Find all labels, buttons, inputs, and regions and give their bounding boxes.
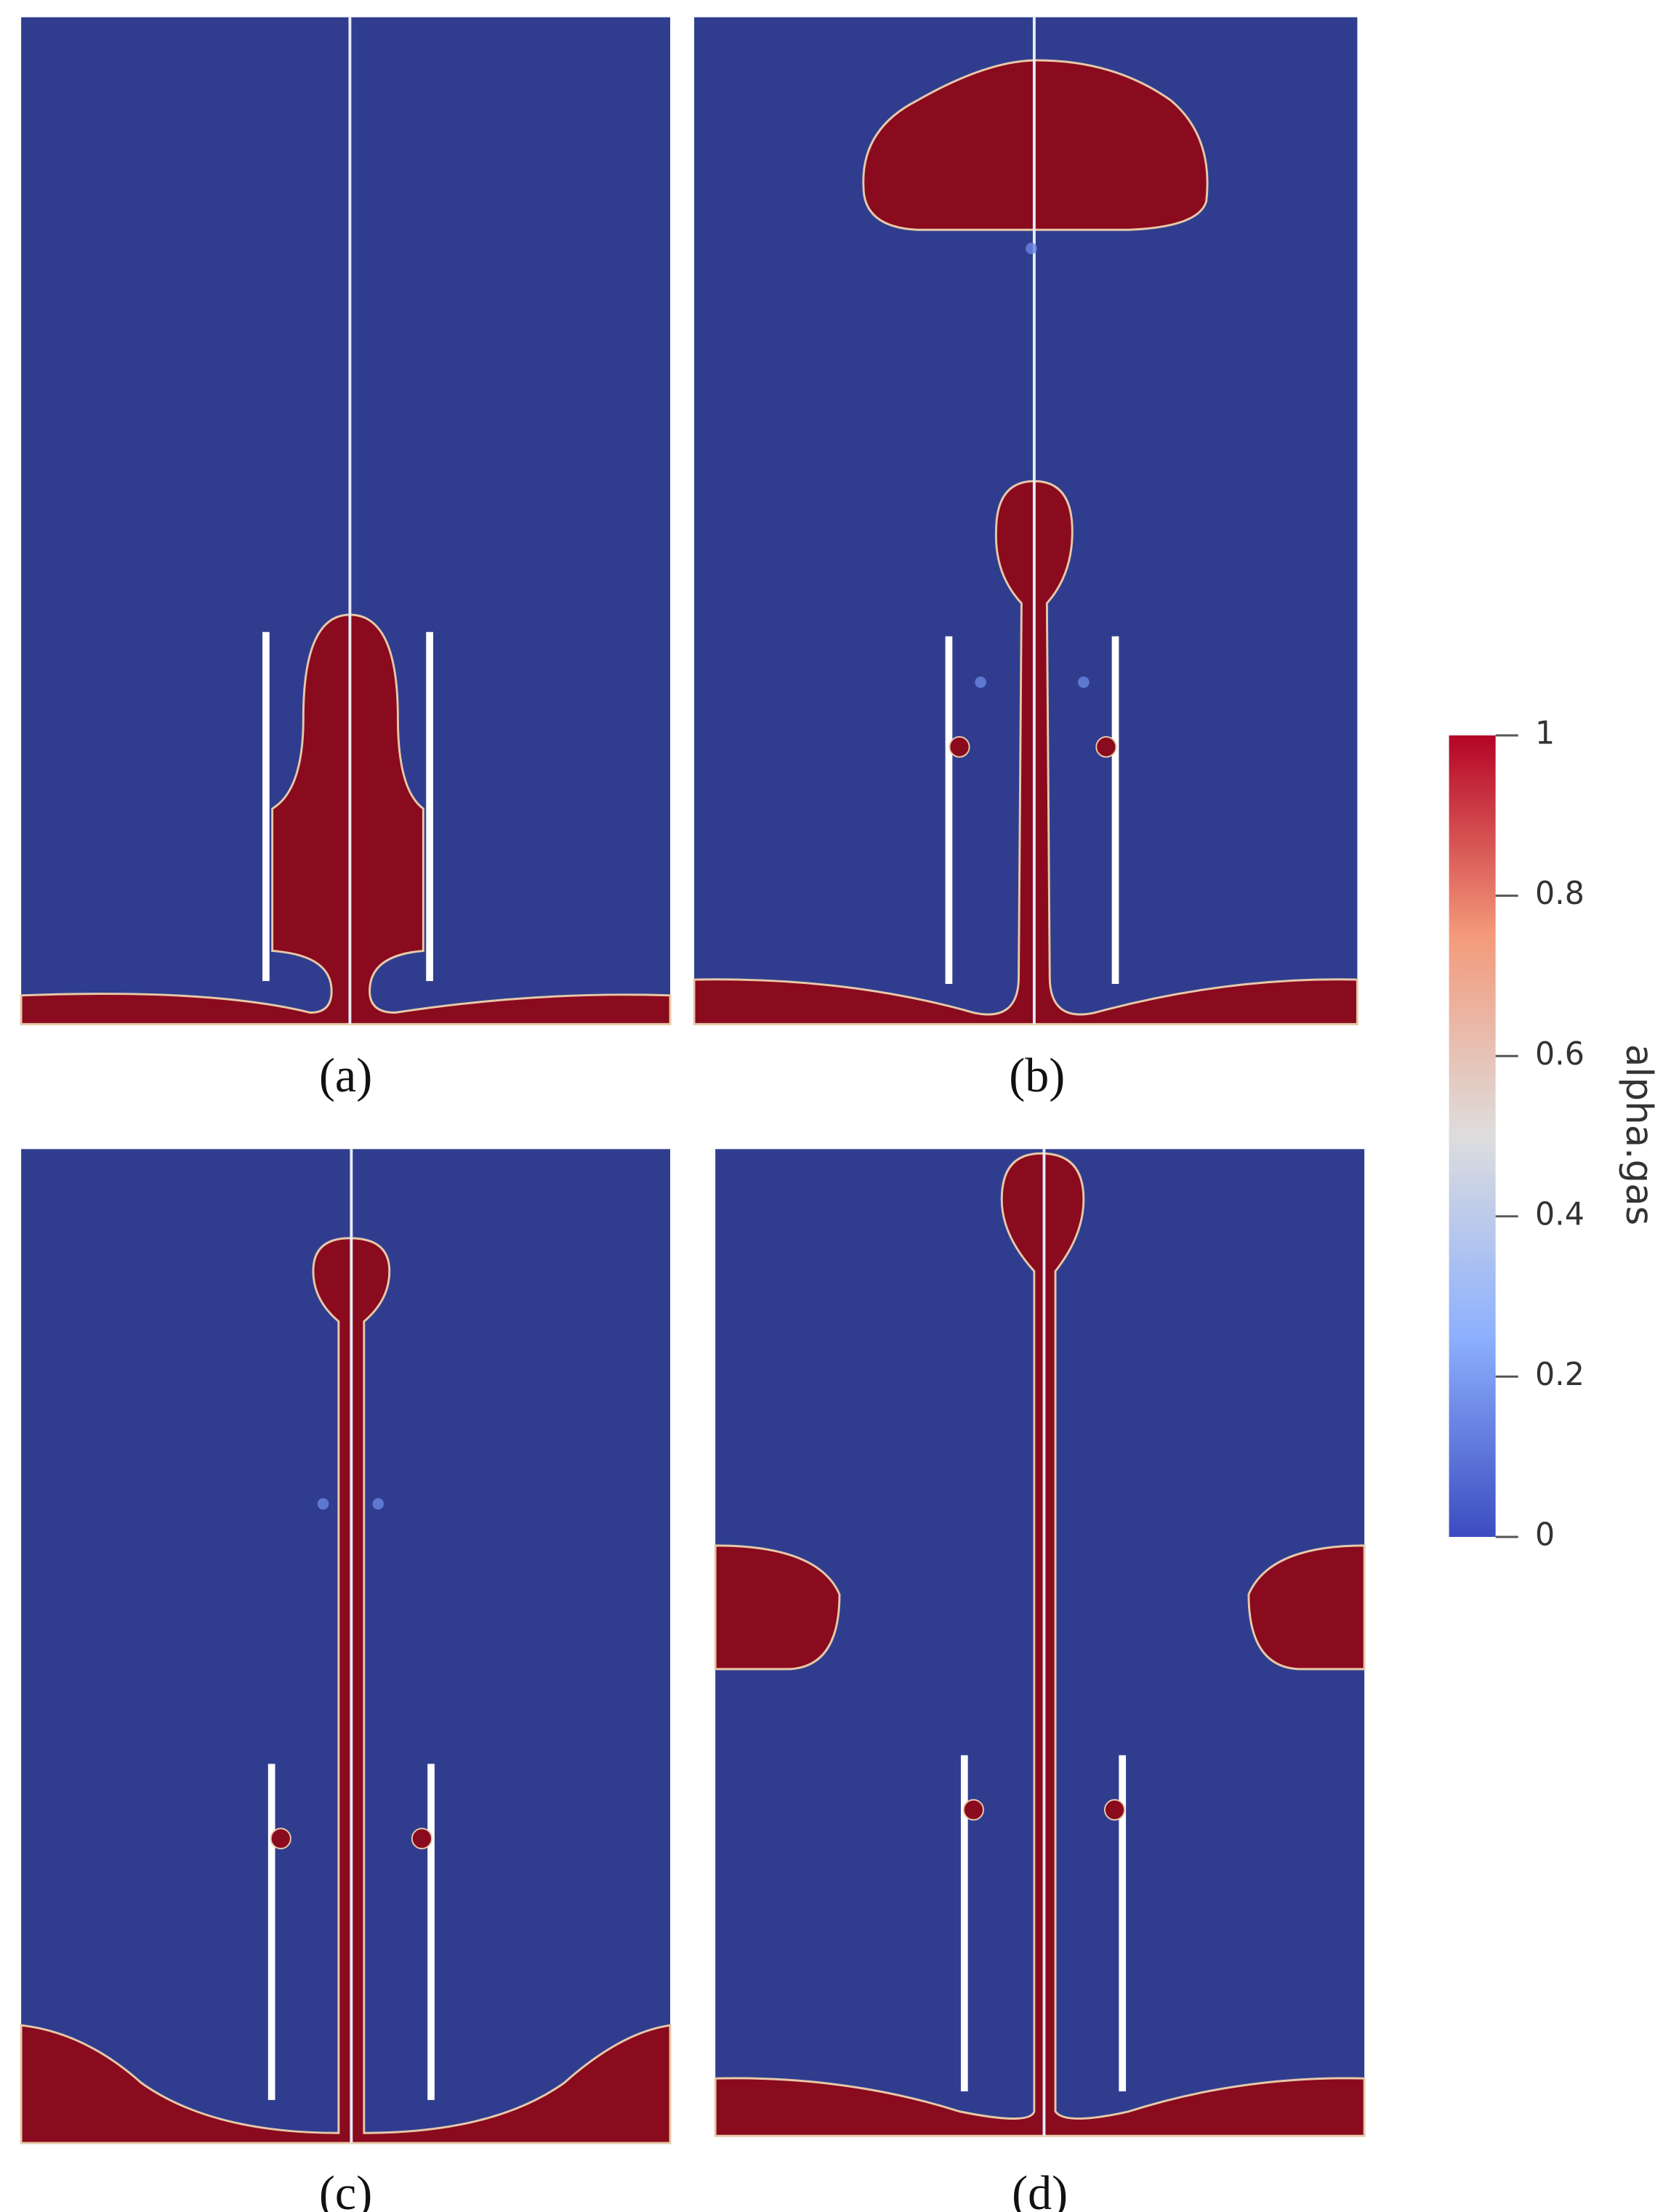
panel-a: (a) xyxy=(20,17,672,1103)
colorbar: alpha.gas xyxy=(1449,735,1659,1537)
colorbar-title: alpha.gas xyxy=(1617,1044,1659,1226)
panel-label: (c) xyxy=(319,2167,372,2212)
panel-d: (d) xyxy=(714,1149,1366,2212)
panel-label: (d) xyxy=(1012,2167,1068,2212)
colorbar-tick-label: 0.2 xyxy=(1535,1357,1585,1393)
panel-b: (b) xyxy=(693,17,1358,1103)
colorbar-gradient xyxy=(1449,735,1496,1537)
colorbar-tick-label: 0 xyxy=(1535,1517,1555,1553)
colorbar-tick-label: 0.6 xyxy=(1535,1036,1585,1072)
panel-c: (c) xyxy=(20,1149,672,2212)
colorbar-tick-label: 0.4 xyxy=(1535,1196,1585,1232)
panel-label: (a) xyxy=(319,1049,372,1103)
colorbar-tick-label: 1 xyxy=(1535,715,1555,751)
panel-label: (b) xyxy=(1009,1049,1065,1103)
colorbar-tick-label: 0.8 xyxy=(1535,876,1585,912)
